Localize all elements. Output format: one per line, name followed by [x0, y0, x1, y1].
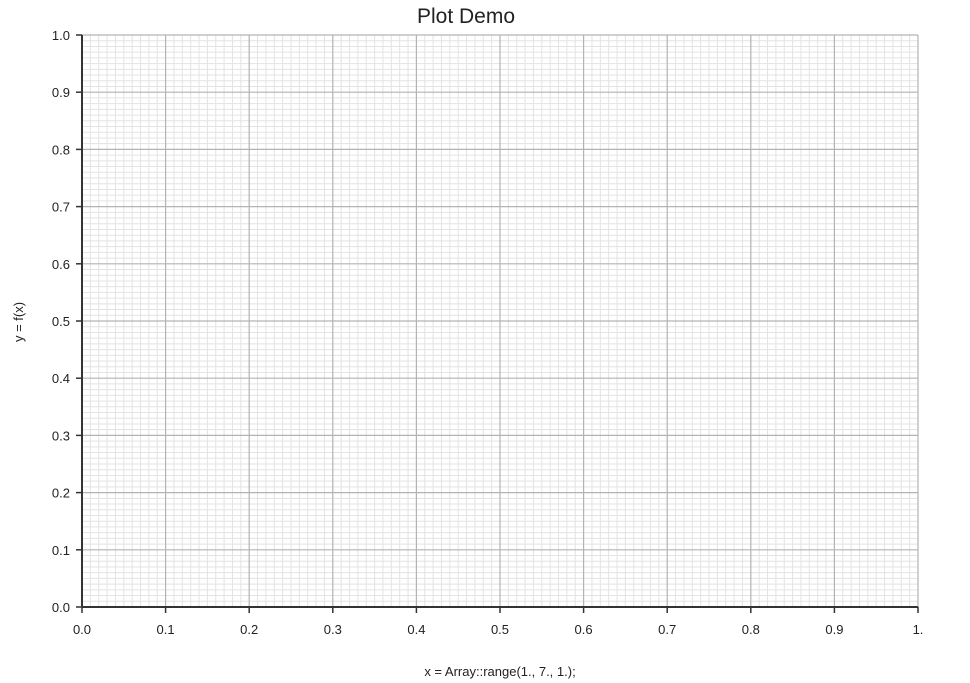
- y-axis-label: y = f(x): [11, 302, 26, 342]
- y-tick-label: 1.0: [52, 28, 70, 43]
- x-tick-label: 0.2: [240, 622, 258, 637]
- x-tick-label: 0.5: [491, 622, 509, 637]
- x-tick-label: 1.: [913, 622, 924, 637]
- x-tick-label: 0.0: [73, 622, 91, 637]
- y-tick-label: 0.8: [52, 142, 70, 157]
- y-tick-label: 0.4: [52, 371, 70, 386]
- y-tick-label: 0.2: [52, 486, 70, 501]
- tick-labels: 0.0 0.1 0.2 0.3 0.4 0.5 0.6 0.7 0.8 0.9 1. 0.0 0.1 0.…: [52, 28, 924, 637]
- x-tick-label: 0.7: [658, 622, 676, 637]
- y-tick-label: 0.0: [52, 600, 70, 615]
- x-tick-label: 0.6: [575, 622, 593, 637]
- y-tick-label: 0.6: [52, 257, 70, 272]
- y-tick-label: 0.5: [52, 314, 70, 329]
- major-grid: [81, 34, 919, 608]
- x-tick-label: 0.1: [157, 622, 175, 637]
- x-tick-label: 0.9: [825, 622, 843, 637]
- x-tick-label: 0.8: [742, 622, 760, 637]
- axes: [76, 34, 919, 613]
- x-tick-label: 0.3: [324, 622, 342, 637]
- y-tick-label: 0.9: [52, 85, 70, 100]
- y-tick-label: 0.1: [52, 543, 70, 558]
- y-tick-label: 0.3: [52, 428, 70, 443]
- x-axis-label: x = Array::range(1., 7., 1.);: [424, 664, 575, 679]
- x-tick-label: 0.4: [407, 622, 425, 637]
- y-tick-label: 0.7: [52, 200, 70, 215]
- chart-title: Plot Demo: [417, 5, 515, 28]
